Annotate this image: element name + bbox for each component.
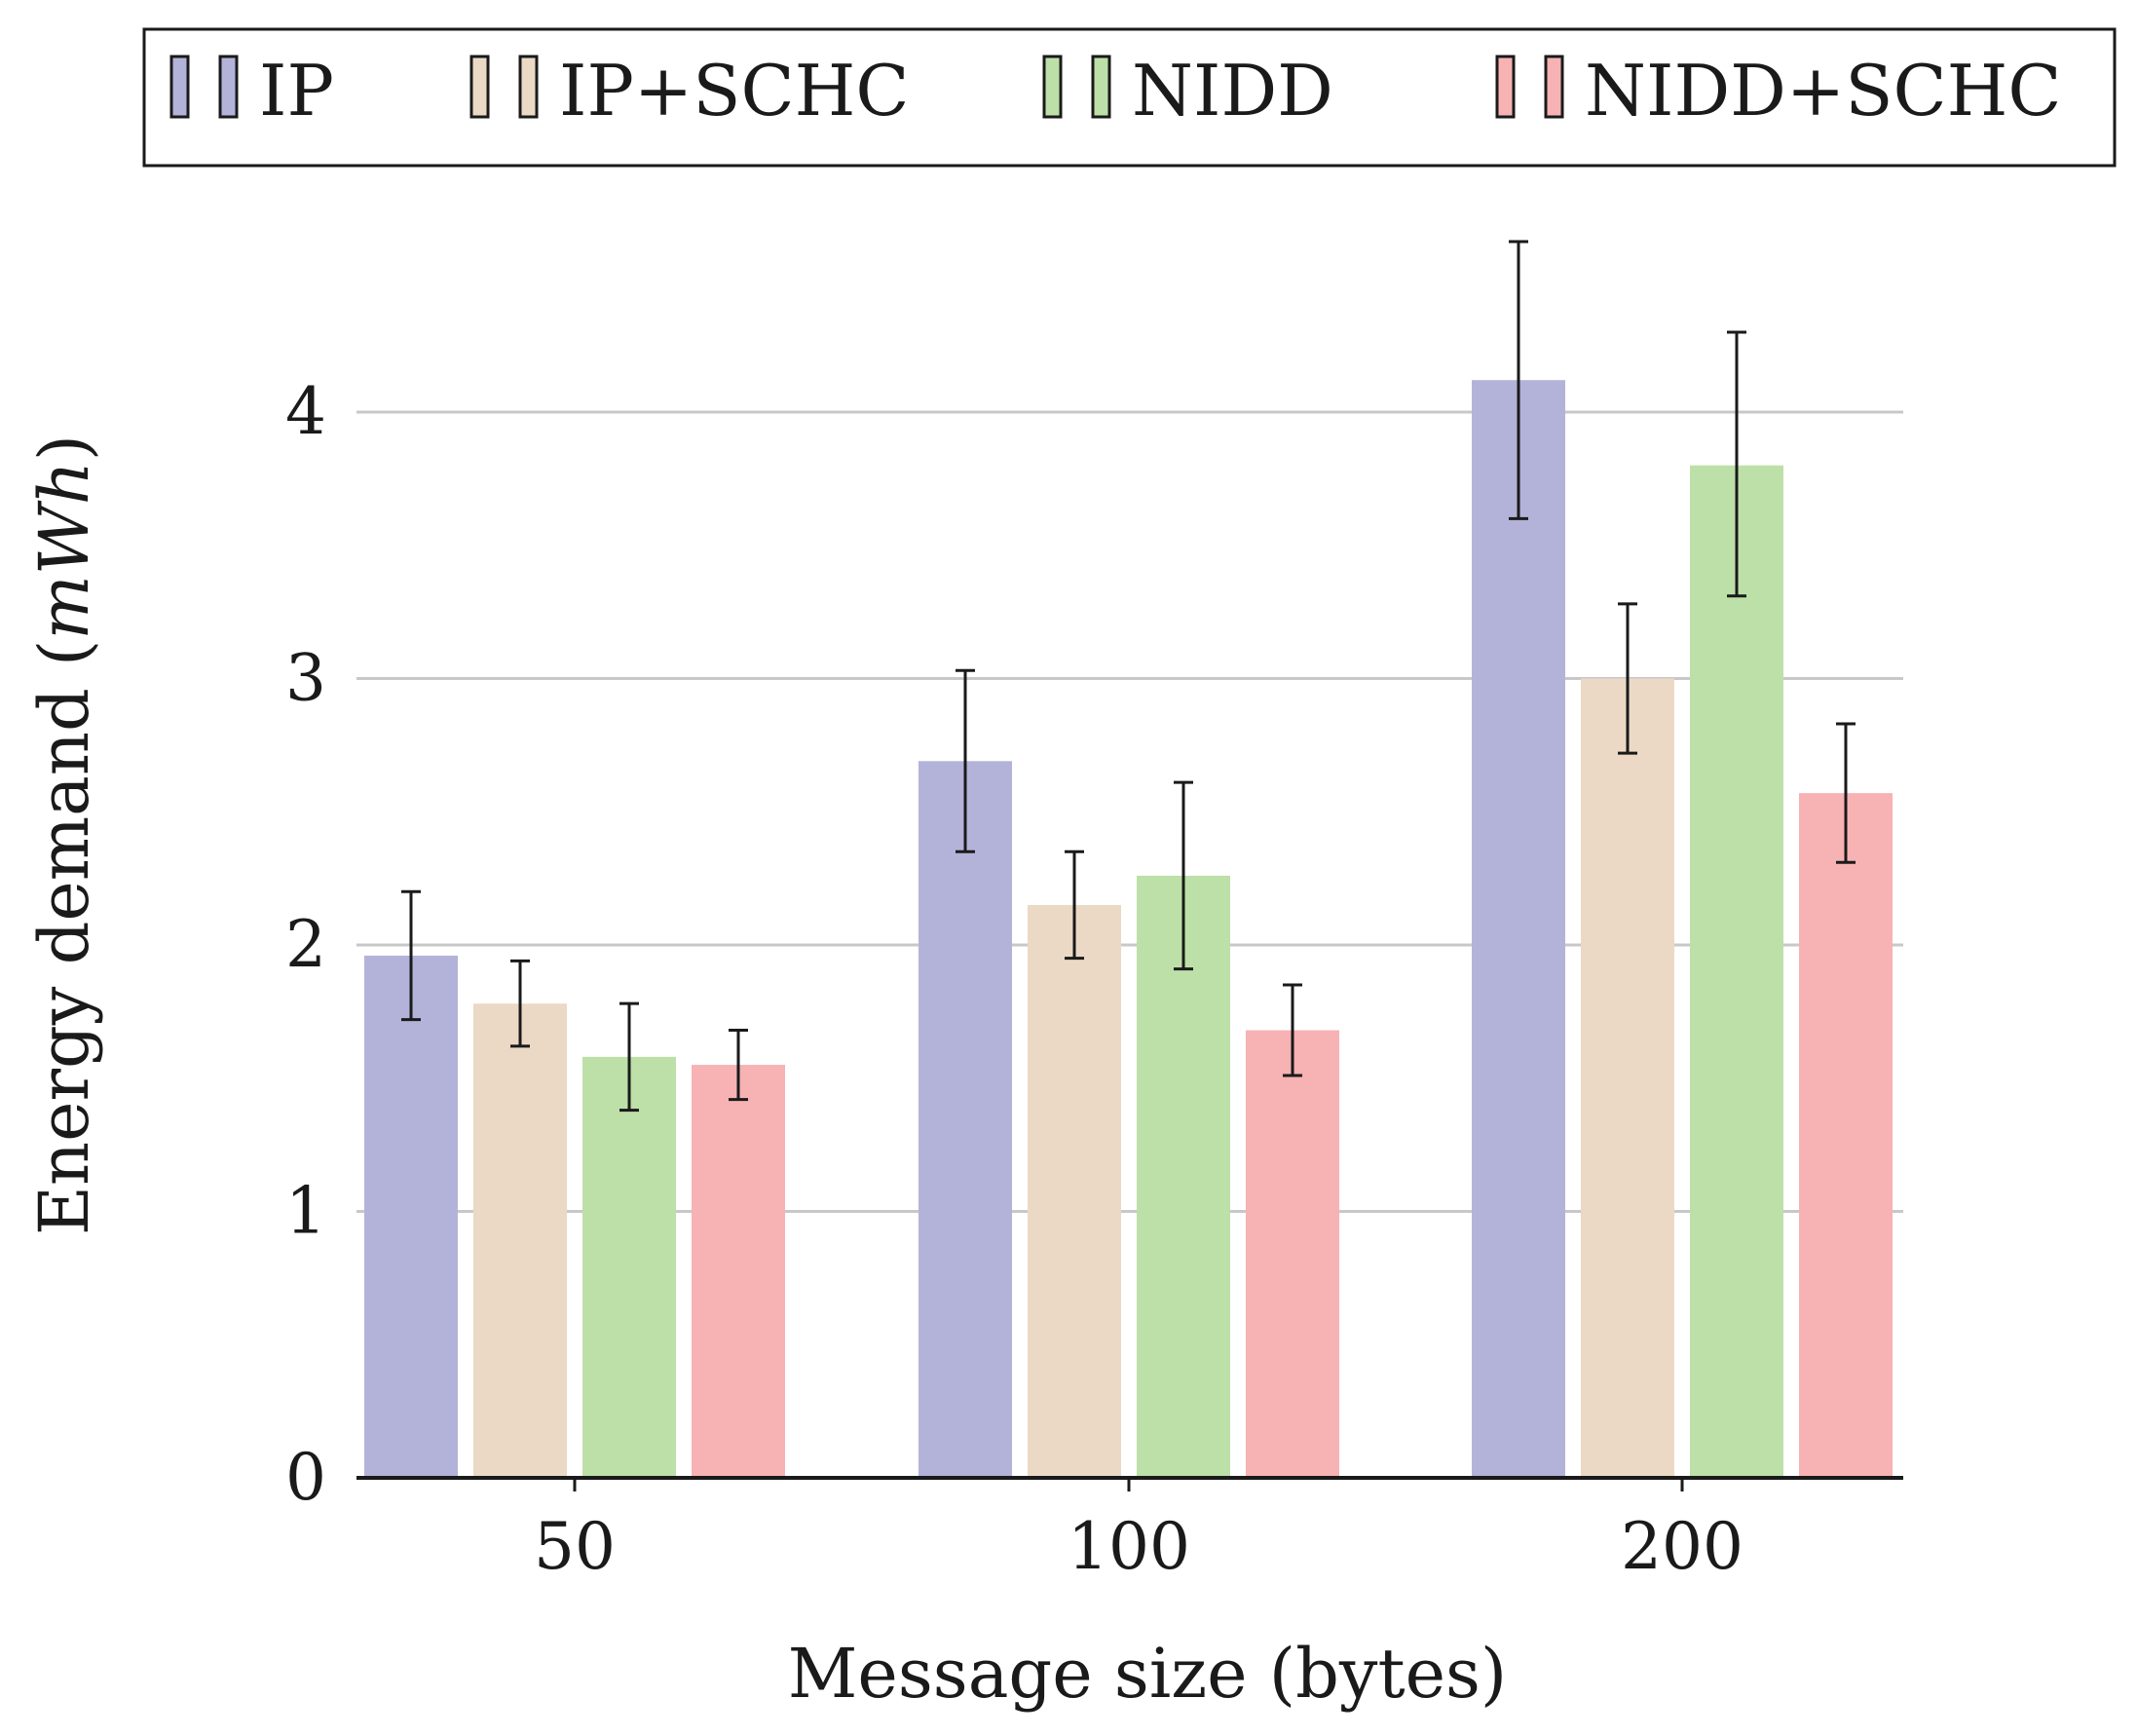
bar [1246,1030,1339,1478]
legend-swatch [1495,55,1516,119]
legend-swatch [1544,55,1564,119]
bar [692,1065,785,1478]
axes [356,1476,1903,1491]
y-axis-title-text: Energy demand ( [24,640,104,1235]
bars [364,380,1893,1479]
error-bars [401,240,1856,1113]
bar [364,955,458,1478]
legend-swatch [218,55,239,119]
bar [1028,904,1121,1478]
legend-swatch [1091,55,1111,119]
y-axis-title-close: ) [24,434,104,461]
legend-swatch [518,55,539,119]
y-tick-label: 0 [285,1440,326,1515]
legend-label: NIDD [1132,50,1333,132]
bar [1581,678,1674,1478]
legend: IP IP+SCHC NIDD NIDD+SCHC [142,27,2117,168]
x-axis-title: Message size (bytes) [788,1634,1508,1714]
bar [1690,465,1783,1479]
bar [1472,380,1565,1479]
y-tick-label: 3 [285,641,326,716]
legend-label: IP [259,50,334,132]
y-tick-label: 4 [285,374,326,449]
y-tick-label: 2 [285,907,326,982]
legend-label: IP+SCHC [559,50,910,132]
legend-swatch [1042,55,1063,119]
bar [582,1056,676,1478]
y-axis-unit: mWh [24,461,104,639]
x-tick-label: 200 [1621,1509,1743,1584]
bar [1799,793,1893,1478]
bar [473,1003,567,1478]
x-tick-label: 50 [534,1509,616,1584]
x-tick-label: 100 [1068,1509,1190,1584]
y-tick-label: 1 [285,1174,326,1249]
legend-swatch [469,55,490,119]
legend-label: NIDD+SCHC [1585,50,2062,132]
y-axis-title: Energy demand (mWh) [24,434,104,1235]
bar [1137,875,1230,1478]
bar [919,761,1012,1478]
legend-swatch [169,55,190,119]
